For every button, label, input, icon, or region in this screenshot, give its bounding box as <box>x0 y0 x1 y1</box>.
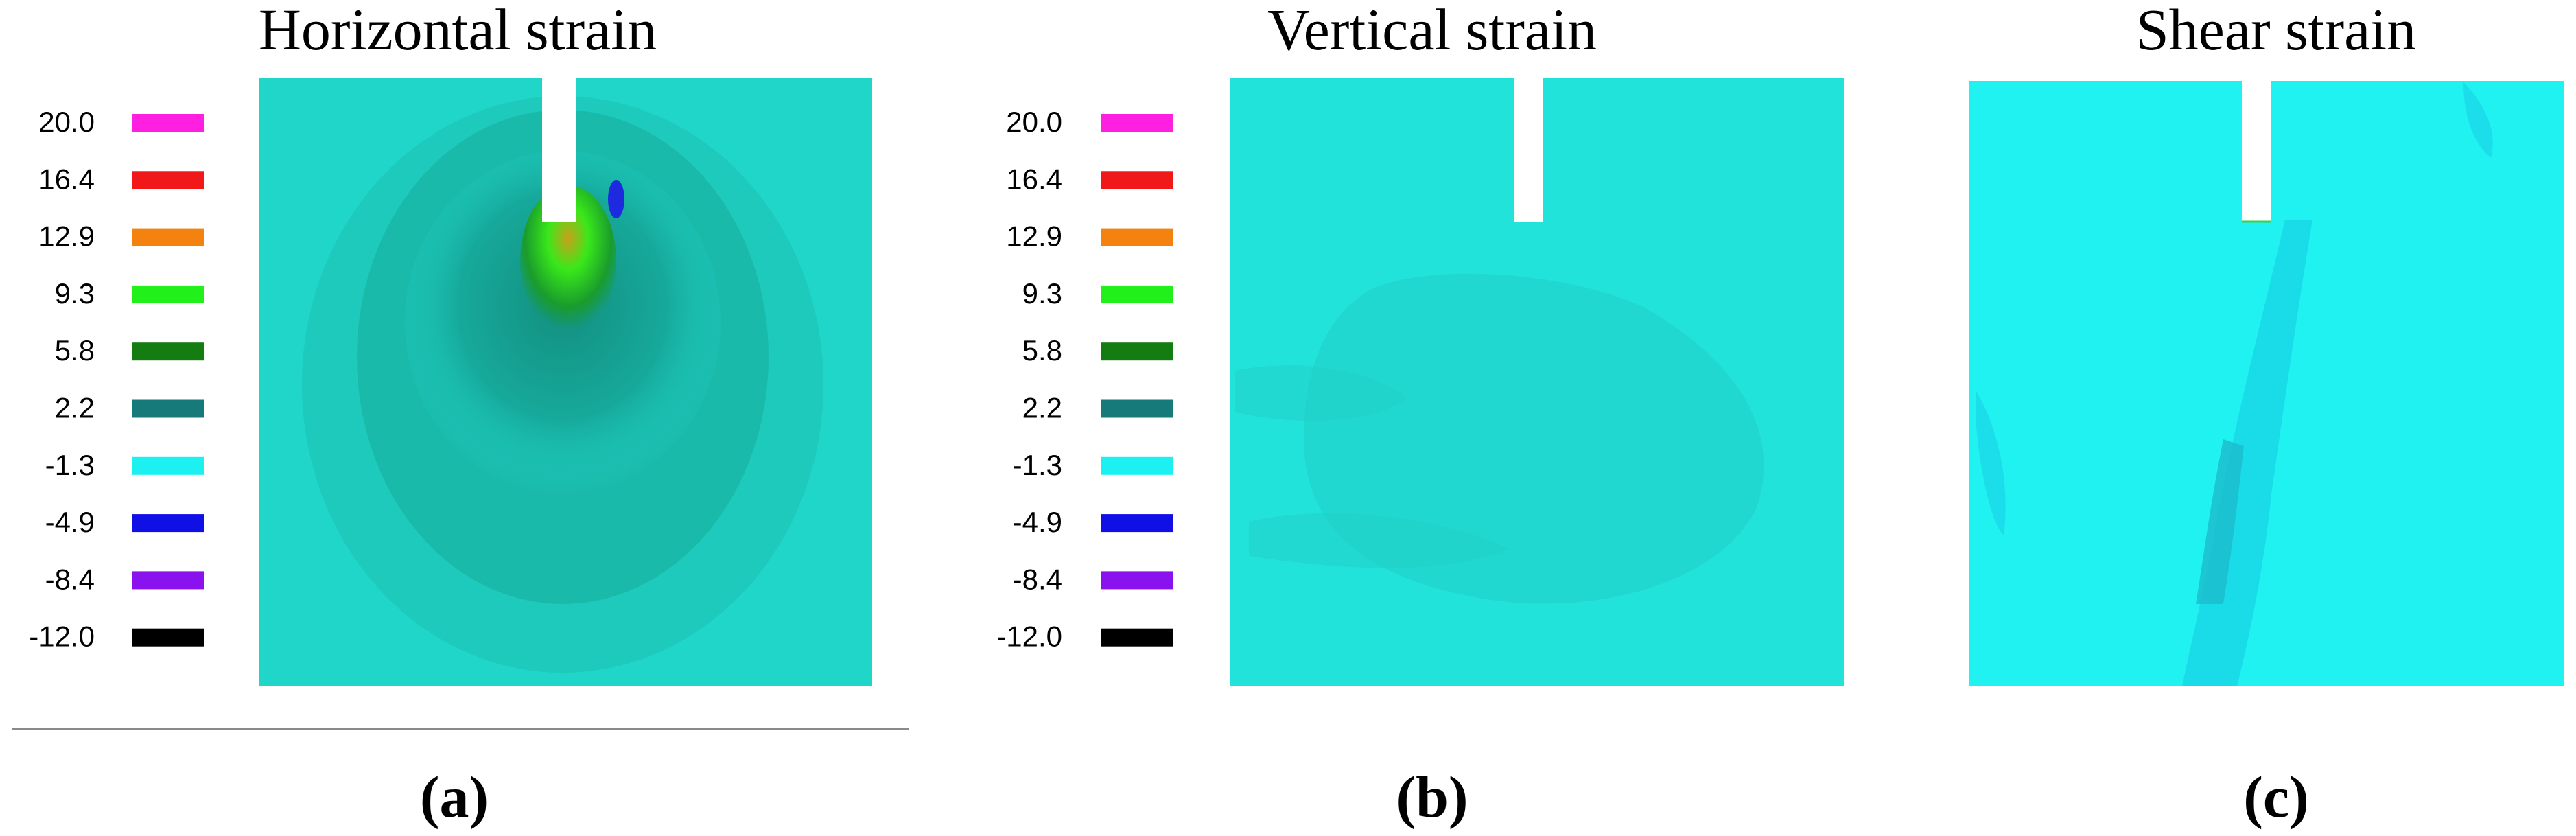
legend-value: 9.3 <box>1022 277 1062 310</box>
legend-swatch <box>1101 171 1173 189</box>
panel-b-title: Vertical strain <box>1267 0 1597 62</box>
color-legend-a: 20.0 16.4 12.9 9.3 5.8 2.2 -1.3 -4.9 -8.4 -12.0 <box>29 106 204 653</box>
notch-b <box>1514 78 1543 222</box>
legend-value: 2.2 <box>1022 392 1062 424</box>
legend-value: 20.0 <box>1006 106 1062 138</box>
legend-swatch <box>1101 628 1173 647</box>
legend-swatch <box>1101 285 1173 303</box>
strain-patch-1 <box>1304 273 1764 604</box>
legend-swatch <box>132 114 204 132</box>
legend-value: 20.0 <box>38 106 95 138</box>
legend-value: -1.3 <box>1013 449 1062 481</box>
legend-value: 12.9 <box>1006 220 1062 253</box>
shear-strain-field <box>1969 81 2564 686</box>
legend-value: -4.9 <box>45 506 95 538</box>
horizontal-strain-field <box>259 78 872 686</box>
legend-swatch <box>132 342 204 361</box>
legend-value: 5.8 <box>1022 334 1062 367</box>
notch-a <box>542 78 576 222</box>
panel-a-label: (a) <box>420 764 489 830</box>
legend-value: -12.0 <box>29 620 95 653</box>
legend-value: 16.4 <box>38 163 95 195</box>
legend-swatch <box>132 228 204 246</box>
shear-band-core <box>2196 439 2244 604</box>
panel-c-title: Shear strain <box>2136 0 2416 62</box>
legend-value: -8.4 <box>1013 563 1062 595</box>
legend-swatch <box>132 171 204 189</box>
legend-swatch <box>132 514 204 533</box>
panel-c-label: (c) <box>2243 764 2308 830</box>
legend-value: 9.3 <box>55 277 95 310</box>
legend-value: -12.0 <box>996 620 1062 653</box>
legend-value: 12.9 <box>38 220 95 253</box>
legend-swatch <box>132 456 204 475</box>
legend-swatch <box>1101 114 1173 132</box>
legend-swatch <box>132 399 204 418</box>
strain-negative-spot <box>608 180 624 218</box>
legend-swatch <box>132 285 204 303</box>
strain-patch-3 <box>1249 513 1510 568</box>
legend-value: -1.3 <box>45 449 95 481</box>
strain-hotspot <box>520 185 616 336</box>
panel-a-title: Horizontal strain <box>259 0 657 62</box>
shear-corner-patch <box>2463 82 2493 158</box>
legend-value: -4.9 <box>1013 506 1062 538</box>
legend-swatch <box>132 571 204 590</box>
strain-patch-2 <box>1235 365 1407 421</box>
shear-side-patch <box>1976 391 2006 535</box>
legend-value: 2.2 <box>55 392 95 424</box>
legend-swatch <box>1101 571 1173 590</box>
legend-swatch <box>1101 228 1173 246</box>
color-legend-b: 20.0 16.4 12.9 9.3 5.8 2.2 -1.3 -4.9 -8.4 -12.0 <box>996 106 1173 653</box>
notch-c <box>2242 81 2271 222</box>
legend-value: 16.4 <box>1006 163 1062 195</box>
legend-value: 5.8 <box>55 334 95 367</box>
legend-swatch <box>1101 342 1173 361</box>
panel-b-label: (b) <box>1396 764 1468 830</box>
vertical-strain-field <box>1230 78 1844 686</box>
legend-swatch <box>1101 399 1173 418</box>
legend-swatch <box>132 628 204 647</box>
legend-swatch <box>1101 456 1173 475</box>
legend-swatch <box>1101 514 1173 533</box>
legend-value: -8.4 <box>45 563 95 595</box>
